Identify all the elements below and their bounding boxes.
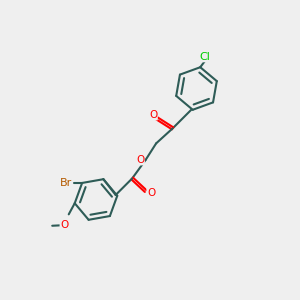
Text: O: O xyxy=(149,110,157,120)
Text: O: O xyxy=(60,220,68,230)
Text: Cl: Cl xyxy=(199,52,210,62)
Text: O: O xyxy=(147,188,155,198)
Text: Br: Br xyxy=(59,178,72,188)
Text: O: O xyxy=(136,155,144,165)
